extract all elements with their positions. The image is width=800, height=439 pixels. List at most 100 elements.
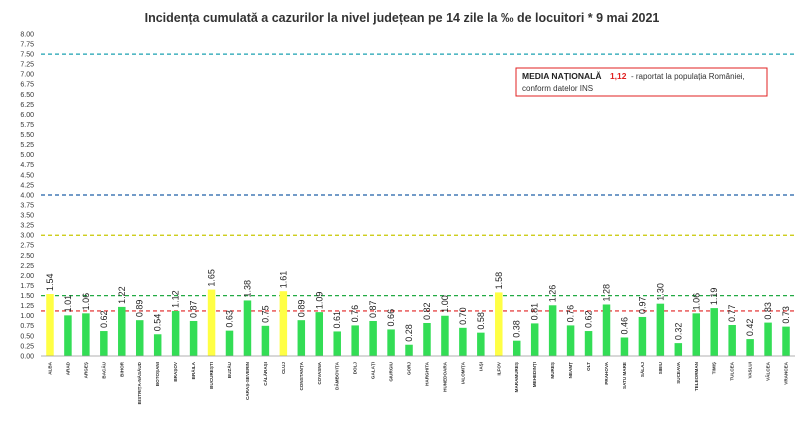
bar xyxy=(171,310,180,356)
category-label: NEAMȚ xyxy=(568,362,573,379)
bar xyxy=(315,312,324,356)
y-tick-label: 1.25 xyxy=(20,303,34,310)
y-tick-label: 6.75 xyxy=(20,82,34,89)
value-label: 0.73 xyxy=(781,306,791,324)
bar xyxy=(692,313,701,356)
bar xyxy=(566,325,575,356)
category-labels: ALBA ARAD ARGEȘ BACĂU BIHOR BISTRIȚA-NĂSĂUD BO… xyxy=(47,361,788,404)
value-label: 0.38 xyxy=(512,320,522,338)
category-label: BUCUREȘTI xyxy=(209,362,215,389)
value-label: 0.89 xyxy=(135,300,145,318)
category-label: SATU MARE xyxy=(622,362,627,389)
value-label: 1.12 xyxy=(171,290,181,308)
bar xyxy=(351,325,359,356)
bars xyxy=(46,289,790,356)
y-tick-label: 3.25 xyxy=(20,223,34,230)
value-label: 0.76 xyxy=(350,305,360,323)
bar xyxy=(746,339,754,356)
bar xyxy=(638,316,647,356)
annotation-line-1-rest: - raportat la populația României, xyxy=(631,72,745,81)
bar xyxy=(135,320,144,356)
category-label: TIMIȘ xyxy=(712,362,718,374)
annotation-line-2: conform datelor INS xyxy=(522,84,593,93)
value-label: 0.42 xyxy=(745,319,755,337)
y-tick-label: 3.50 xyxy=(20,213,34,220)
value-labels: 1.54 1.01 1.06 0.62 1.22 0.89 0.54 1.12 0.87 1.65… xyxy=(45,269,791,342)
category-label: GIURGIU xyxy=(389,361,394,381)
bar xyxy=(441,315,449,356)
value-label: 0.70 xyxy=(458,307,468,325)
y-tick-label: 2.25 xyxy=(20,263,34,270)
value-label: 0.66 xyxy=(386,309,396,327)
category-label: BRĂILA xyxy=(190,361,196,379)
category-label: BIHOR xyxy=(119,361,124,376)
category-label: MUREȘ xyxy=(550,362,556,379)
value-label: 0.83 xyxy=(763,302,773,320)
category-label: SUCEAVA xyxy=(676,361,681,383)
category-label: PRAHOVA xyxy=(604,361,609,384)
value-label: 1.06 xyxy=(81,293,91,311)
bar xyxy=(477,332,485,356)
category-label: ARAD xyxy=(65,361,70,375)
y-tick-label: 5.50 xyxy=(20,132,34,139)
bar xyxy=(530,323,539,356)
bar xyxy=(225,330,234,356)
category-label: GORJ xyxy=(407,362,412,375)
y-tick-label: 7.25 xyxy=(20,62,34,69)
y-tick-label: 0.00 xyxy=(20,353,34,360)
annotation-line-1: MEDIA NAȚIONALĂ 1,12 - raportat la popul… xyxy=(522,66,745,83)
y-tick-label: 4.00 xyxy=(20,192,34,199)
y-tick-label: 6.25 xyxy=(20,102,34,109)
category-label: CARAȘ-SEVERIN xyxy=(245,361,251,400)
value-label: 0.87 xyxy=(189,300,199,318)
category-label: HARGHITA xyxy=(424,361,429,386)
value-label: 1.30 xyxy=(655,283,665,301)
bar xyxy=(118,306,126,356)
y-tick-label: 2.50 xyxy=(20,253,34,260)
bar xyxy=(602,304,611,356)
bar xyxy=(189,320,198,356)
y-tick-label: 5.75 xyxy=(20,122,34,129)
bar xyxy=(512,340,521,356)
y-tick-label: 4.50 xyxy=(20,172,34,179)
category-label: VASLUI xyxy=(748,362,753,379)
annotation-box xyxy=(515,67,768,97)
bar xyxy=(100,331,108,356)
bar xyxy=(82,313,90,356)
y-tick-label: 8.00 xyxy=(20,31,34,38)
value-label: 1.61 xyxy=(278,271,288,289)
value-label: 0.58 xyxy=(476,312,486,330)
value-label: 1.65 xyxy=(207,269,217,287)
y-tick-label: 7.50 xyxy=(20,52,34,59)
bar xyxy=(548,305,557,356)
bar xyxy=(728,325,736,356)
value-label: 0.76 xyxy=(566,305,576,323)
value-label: 0.77 xyxy=(727,304,737,322)
category-label: ILFOV xyxy=(496,361,501,375)
y-tick-label: 6.50 xyxy=(20,92,34,99)
value-label: 1.00 xyxy=(440,295,450,313)
bar xyxy=(584,331,593,356)
category-label: CLUJ xyxy=(281,362,286,374)
bar xyxy=(369,320,377,356)
y-tick-label: 1.75 xyxy=(20,283,34,290)
category-label: COVASNA xyxy=(317,361,322,384)
y-tick-label: 3.00 xyxy=(20,233,34,240)
value-label: 0.75 xyxy=(260,305,270,323)
y-tick-label: 2.00 xyxy=(20,273,34,280)
annotation-bold-label: MEDIA NAȚIONALĂ xyxy=(522,71,601,81)
category-label: DOLJ xyxy=(353,362,358,375)
chart-title: Incidența cumulată a cazurilor la nivel … xyxy=(145,11,660,25)
value-label: 0.63 xyxy=(225,310,235,328)
value-label: 0.87 xyxy=(368,300,378,318)
value-label: 0.32 xyxy=(673,323,683,341)
bar xyxy=(459,327,467,356)
category-label: IAȘI xyxy=(478,362,484,371)
national-average-annotation: MEDIA NAȚIONALĂ 1,12 - raportat la popul… xyxy=(515,66,768,97)
bar xyxy=(387,329,395,356)
y-axis-ticks: 0.00 0.25 0.50 0.75 1.00 1.25 1.50 1.75 2.00 2.25… xyxy=(20,31,34,360)
category-label: HUNEDOARA xyxy=(442,361,447,392)
category-label: ARGEȘ xyxy=(83,362,89,378)
category-label: OLT xyxy=(586,362,591,371)
value-label: 0.81 xyxy=(530,303,540,321)
